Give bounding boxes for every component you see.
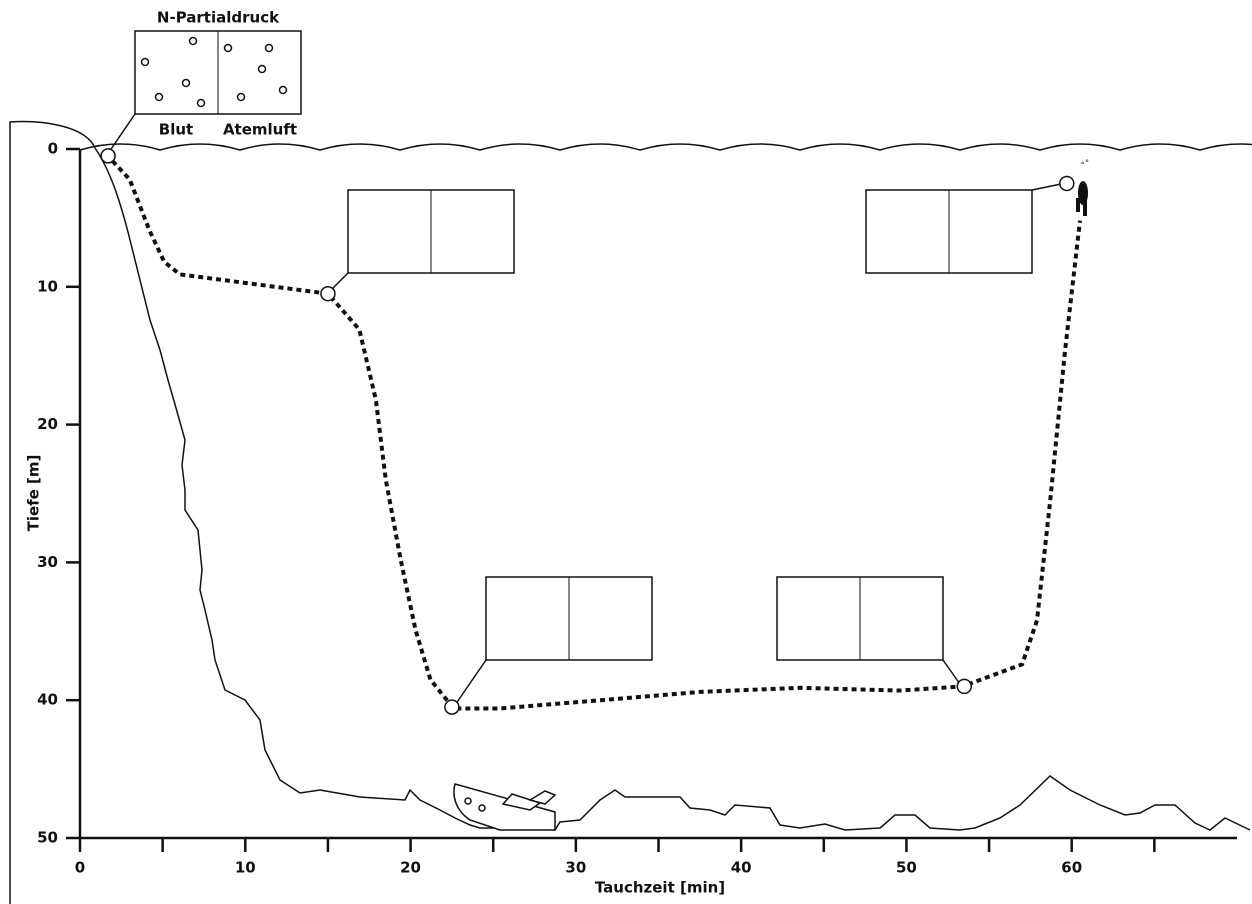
chart-title: N-Partialdruck bbox=[157, 9, 280, 27]
x-tick-label: 40 bbox=[731, 859, 752, 877]
profile-marker bbox=[1060, 176, 1074, 190]
x-tick-label: 30 bbox=[565, 859, 586, 877]
profile-marker bbox=[101, 149, 115, 163]
y-tick-label: 10 bbox=[37, 277, 58, 295]
water-surface bbox=[80, 144, 1252, 150]
annotation: Blut bbox=[159, 121, 193, 139]
x-tick-label: 10 bbox=[235, 859, 256, 877]
x-axis-label: Tauchzeit [min] bbox=[595, 879, 725, 897]
x-tick-label: 60 bbox=[1061, 859, 1082, 877]
y-tick-label: 40 bbox=[37, 691, 58, 709]
profile-marker bbox=[957, 679, 971, 693]
coast bbox=[10, 122, 95, 904]
x-tick-label: 20 bbox=[400, 859, 421, 877]
y-tick-label: 0 bbox=[48, 140, 58, 158]
y-tick-label: 20 bbox=[37, 415, 58, 433]
y-tick-label: 30 bbox=[37, 553, 58, 571]
profile-marker bbox=[321, 287, 335, 301]
bubbles-icon: ∘° bbox=[1080, 159, 1089, 168]
x-tick-label: 0 bbox=[75, 859, 85, 877]
y-axis-label: Tiefe [m] bbox=[25, 455, 43, 532]
wreck bbox=[454, 784, 555, 830]
chart: ∘° N-Partialdruck Blut Atemluft Tauchzei… bbox=[0, 0, 1252, 904]
y-tick-label: 50 bbox=[37, 829, 58, 847]
x-tick-label: 50 bbox=[896, 859, 917, 877]
annotation: Atemluft bbox=[223, 121, 297, 139]
profile-marker bbox=[445, 700, 459, 714]
diver: ∘° bbox=[1076, 159, 1089, 217]
seabed bbox=[95, 148, 1250, 830]
